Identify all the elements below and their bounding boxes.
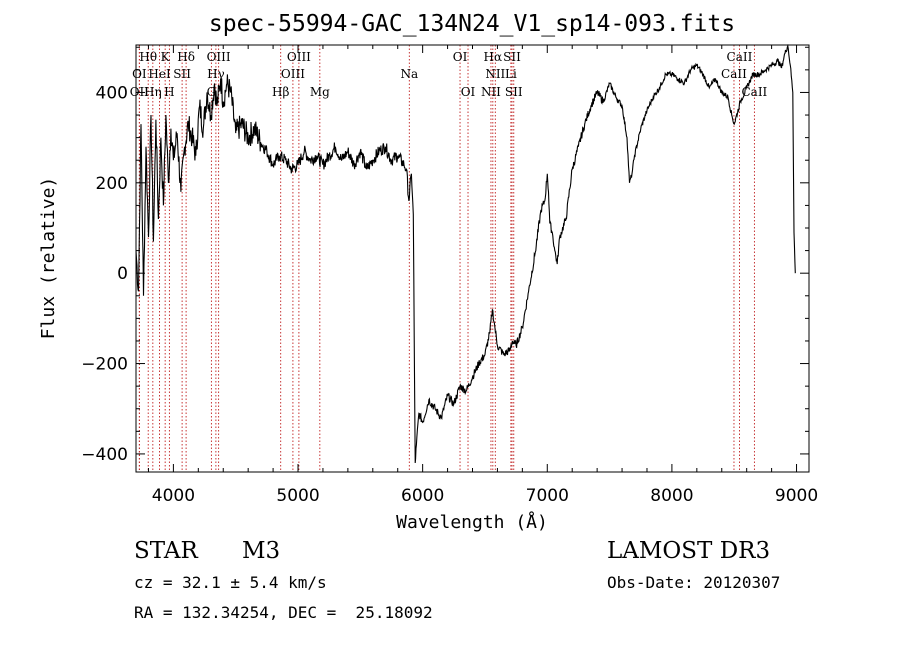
object-subclass: M3 [242, 538, 281, 564]
line-label-21: G [207, 85, 217, 99]
spectral-line-markers [138, 45, 755, 472]
line-label-2: Hδ [177, 50, 195, 64]
y-axis: −400 −200 0 200 400 [81, 46, 809, 465]
coordinates: RA = 132.34254, DEC = 25.18092 [134, 603, 433, 622]
spectrum-chart: spec-55994-GAC_134N24_V1_sp14-093.fits H… [38, 11, 818, 533]
x-axis-label: Wavelength (Å) [396, 511, 548, 533]
plot-frame [135, 44, 810, 473]
line-label-0: Hθ [139, 50, 157, 64]
line-label-6: Hα [484, 50, 503, 64]
redshift-velocity: cz = 32.1 ± 5.4 km/s [134, 573, 327, 592]
line-label-14: Na [400, 67, 418, 81]
line-label-12: Hγ [207, 67, 225, 81]
y-tick-label-2: 0 [117, 264, 128, 284]
line-label-1: K [161, 50, 171, 64]
x-tick-label-2: 6000 [401, 486, 444, 506]
line-label-27: CaII [741, 85, 767, 99]
x-tick-label-3: 7000 [526, 486, 569, 506]
line-label-5: OI [453, 50, 468, 64]
line-label-4: OIII [287, 50, 311, 64]
line-label-8: CaII [727, 50, 753, 64]
x-tick-label-1: 5000 [276, 486, 319, 506]
y-tick-label-3: 200 [96, 174, 128, 194]
line-label-22: Hβ [272, 85, 289, 99]
line-label-19: Hη [144, 85, 162, 99]
line-label-17: CaII [721, 67, 747, 81]
line-label-16: Li [505, 67, 517, 81]
y-axis-label: Flux (relative) [38, 177, 59, 340]
line-label-25: NII [481, 85, 501, 99]
x-axis: 4000 5000 6000 7000 8000 9000 [147, 45, 818, 506]
x-tick-label-5: 9000 [775, 486, 818, 506]
line-label-13: OIII [281, 67, 305, 81]
line-label-11: SII [173, 67, 191, 81]
y-tick-label-0: −400 [81, 445, 128, 465]
y-tick-label-4: 400 [96, 83, 128, 103]
line-label-10: HeI [148, 67, 171, 81]
line-label-26: SII [505, 85, 523, 99]
object-class: STAR [134, 538, 198, 564]
line-label-24: OI [461, 85, 476, 99]
line-label-7: SII [503, 50, 521, 64]
observation-date: Obs-Date: 20120307 [607, 573, 781, 592]
y-tick-label-1: −200 [81, 355, 128, 375]
x-tick-label-0: 4000 [152, 486, 195, 506]
line-label-15: NII [485, 67, 505, 81]
line-label-20: H [164, 85, 174, 99]
survey-name: LAMOST DR3 [607, 538, 771, 564]
line-label-9: OI [132, 67, 147, 81]
chart-title: spec-55994-GAC_134N24_V1_sp14-093.fits [209, 11, 735, 37]
x-tick-label-4: 8000 [650, 486, 693, 506]
line-label-23: Mg [310, 85, 330, 99]
line-label-3: OIII [207, 50, 231, 64]
spectrum-line [135, 43, 796, 464]
